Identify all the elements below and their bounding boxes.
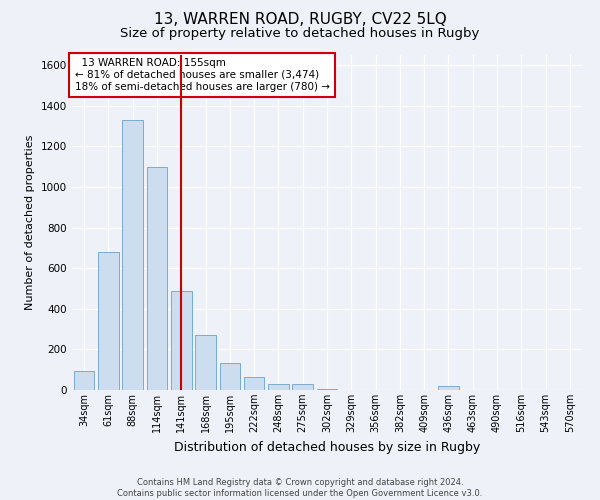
Bar — [98, 252, 119, 390]
Bar — [195, 335, 216, 390]
Bar — [74, 370, 94, 390]
Bar — [146, 166, 167, 390]
Bar — [438, 386, 459, 390]
X-axis label: Distribution of detached houses by size in Rugby: Distribution of detached houses by size … — [174, 440, 480, 454]
Text: Contains HM Land Registry data © Crown copyright and database right 2024.
Contai: Contains HM Land Registry data © Crown c… — [118, 478, 482, 498]
Text: Size of property relative to detached houses in Rugby: Size of property relative to detached ho… — [121, 28, 479, 40]
Bar — [317, 389, 337, 390]
Text: 13 WARREN ROAD: 155sqm
← 81% of detached houses are smaller (3,474)
18% of semi-: 13 WARREN ROAD: 155sqm ← 81% of detached… — [74, 58, 329, 92]
Y-axis label: Number of detached properties: Number of detached properties — [25, 135, 35, 310]
Text: 13, WARREN ROAD, RUGBY, CV22 5LQ: 13, WARREN ROAD, RUGBY, CV22 5LQ — [154, 12, 446, 28]
Bar — [244, 377, 265, 390]
Bar — [122, 120, 143, 390]
Bar — [292, 384, 313, 390]
Bar — [171, 290, 191, 390]
Bar — [220, 362, 240, 390]
Bar — [268, 384, 289, 390]
